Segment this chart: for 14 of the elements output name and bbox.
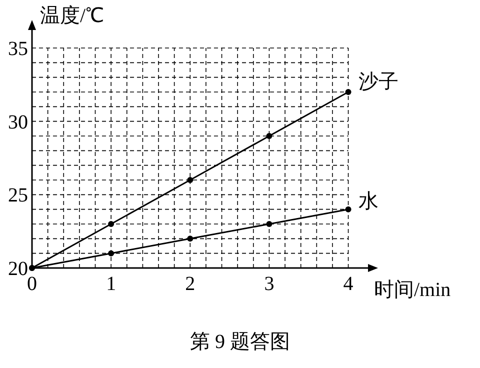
y-tick-label: 20	[8, 258, 28, 280]
text: 第 9 题答图	[190, 331, 290, 353]
x-tick-label: 1	[106, 273, 116, 295]
x-tick-label: 2	[185, 273, 196, 295]
x-tick-label: 3	[264, 273, 274, 295]
series-label: 沙子	[358, 71, 398, 93]
series-label: 水	[358, 190, 378, 212]
y-axis-title: 温度/℃	[40, 5, 104, 27]
y-tick-label: 30	[8, 111, 28, 134]
x-tick-label: 0	[27, 273, 37, 295]
x-axis-title: 时间/min	[374, 279, 451, 301]
y-tick-label: 35	[8, 38, 28, 60]
y-tick-label: 25	[8, 184, 28, 207]
x-tick-label: 4	[343, 273, 354, 295]
